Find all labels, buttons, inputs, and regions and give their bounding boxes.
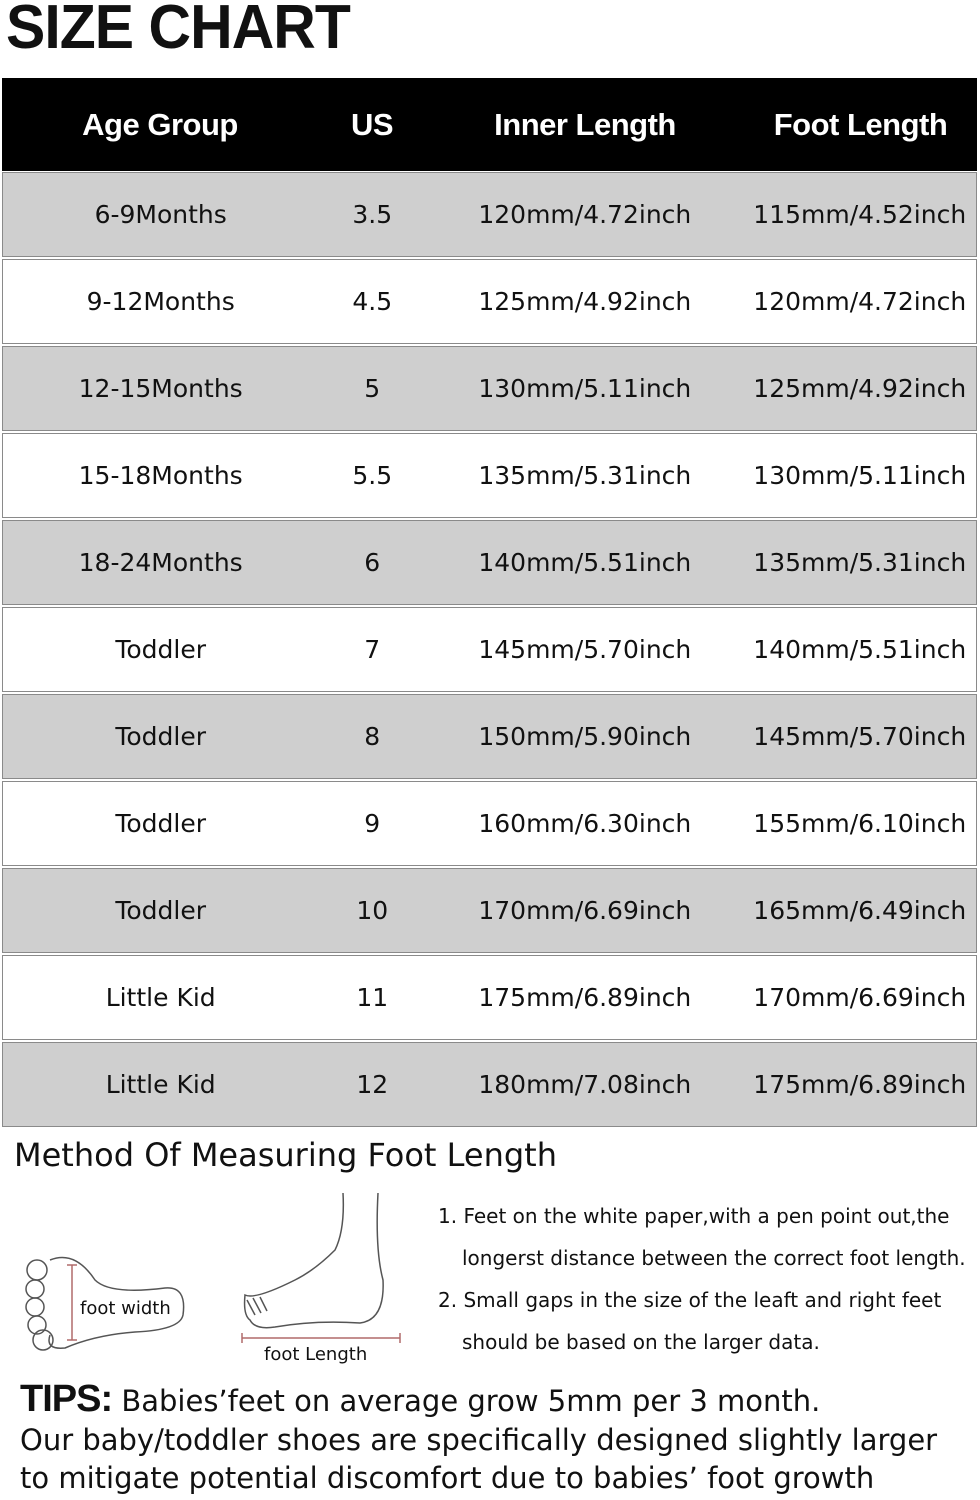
cell-foot-length: 125mm/4.92inch xyxy=(753,374,967,403)
cell-age-group: 6-9Months xyxy=(94,200,227,229)
table-header: Age Group US Inner Length Foot Length xyxy=(2,78,977,171)
step-1-line-1: 1. Feet on the white paper,with a pen po… xyxy=(438,1204,950,1228)
cell-foot-length: 175mm/6.89inch xyxy=(753,1070,967,1099)
table-row: 15-18Months 5.5 135mm/5.31inch 130mm/5.11in… xyxy=(2,433,977,518)
cell-age-group: Toddler xyxy=(115,635,207,664)
cell-us-size: 9 xyxy=(364,809,381,838)
table-row: Little Kid 11 175mm/6.89inch 170mm/6.69inch xyxy=(2,955,977,1040)
cell-foot-length: 170mm/6.69inch xyxy=(753,983,967,1012)
foot-width-label: foot width xyxy=(80,1298,171,1319)
cell-inner-length: 150mm/5.90inch xyxy=(478,722,692,751)
table-row: Toddler 10 170mm/6.69inch 165mm/6.49inch xyxy=(2,868,977,953)
cell-age-group: 9-12Months xyxy=(86,287,235,316)
cell-us-size: 3.5 xyxy=(352,200,393,229)
cell-inner-length: 160mm/6.30inch xyxy=(478,809,692,838)
measuring-steps: 1. Feet on the white paper,with a pen po… xyxy=(438,1195,966,1363)
table-row: 6-9Months 3.5 120mm/4.72inch 115mm/4.52inch xyxy=(2,172,977,257)
table-row: 9-12Months 4.5 125mm/4.92inch 120mm/4.72inc… xyxy=(2,259,977,344)
table-row: 18-24Months 6 140mm/5.51inch 135mm/5.31inch xyxy=(2,520,977,605)
table-row: Little Kid 12 180mm/7.08inch 175mm/6.89inch xyxy=(2,1042,977,1127)
cell-inner-length: 125mm/4.92inch xyxy=(478,287,692,316)
tips-line-2: Our baby/toddler shoes are specifically … xyxy=(20,1423,938,1457)
method-title: Method Of Measuring Foot Length xyxy=(14,1136,557,1174)
tips-line-3: to mitigate potential discomfort due to … xyxy=(20,1461,875,1495)
foot-illustration xyxy=(25,1192,401,1351)
cell-foot-length: 120mm/4.72inch xyxy=(753,287,967,316)
cell-inner-length: 130mm/5.11inch xyxy=(478,374,692,403)
cell-foot-length: 135mm/5.31inch xyxy=(753,548,967,577)
cell-age-group: 15-18Months xyxy=(78,461,243,490)
tips-line-1: Babies’feet on average grow 5mm per 3 mo… xyxy=(112,1384,821,1418)
cell-inner-length: 135mm/5.31inch xyxy=(478,461,692,490)
cell-foot-length: 130mm/5.11inch xyxy=(753,461,967,490)
cell-us-size: 10 xyxy=(356,896,389,925)
table-row: Toddler 8 150mm/5.90inch 145mm/5.70inch xyxy=(2,694,977,779)
cell-inner-length: 170mm/6.69inch xyxy=(478,896,692,925)
table-row: Toddler 7 145mm/5.70inch 140mm/5.51inch xyxy=(2,607,977,692)
cell-age-group: 12-15Months xyxy=(78,374,243,403)
tips: TIPS: Babies’feet on average grow 5mm pe… xyxy=(20,1378,937,1497)
cell-foot-length: 140mm/5.51inch xyxy=(753,635,967,664)
table-row: Toddler 9 160mm/6.30inch 155mm/6.10inch xyxy=(2,781,977,866)
cell-us-size: 6 xyxy=(364,548,381,577)
header-age-group: Age Group xyxy=(82,106,238,142)
foot-width-measure-icon xyxy=(67,1264,77,1341)
step-1-line-2: longerst distance between the correct fo… xyxy=(462,1246,966,1270)
cell-age-group: Little Kid xyxy=(105,983,216,1012)
page-title: SIZE CHART xyxy=(6,0,351,62)
table-row: 12-15Months 5 130mm/5.11inch 125mm/4.92inch xyxy=(2,346,977,431)
cell-age-group: Toddler xyxy=(115,896,207,925)
step-2-line-1: 2. Small gaps in the size of the leaft a… xyxy=(438,1288,942,1312)
cell-inner-length: 145mm/5.70inch xyxy=(478,635,692,664)
cell-us-size: 12 xyxy=(356,1070,389,1099)
cell-age-group: Toddler xyxy=(115,722,207,751)
cell-us-size: 4.5 xyxy=(352,287,393,316)
cell-inner-length: 140mm/5.51inch xyxy=(478,548,692,577)
header-foot-length: Foot Length xyxy=(773,106,948,142)
cell-foot-length: 155mm/6.10inch xyxy=(753,809,967,838)
cell-us-size: 7 xyxy=(364,635,381,664)
foot-side-view-icon xyxy=(243,1192,384,1329)
cell-age-group: 18-24Months xyxy=(78,548,243,577)
foot-length-label: foot Length xyxy=(264,1344,368,1365)
cell-us-size: 8 xyxy=(364,722,381,751)
cell-age-group: Little Kid xyxy=(105,1070,216,1099)
cell-us-size: 5.5 xyxy=(352,461,393,490)
foot-length-measure-icon xyxy=(241,1333,401,1343)
cell-inner-length: 120mm/4.72inch xyxy=(478,200,692,229)
cell-foot-length: 165mm/6.49inch xyxy=(753,896,967,925)
cell-inner-length: 180mm/7.08inch xyxy=(478,1070,692,1099)
cell-inner-length: 175mm/6.89inch xyxy=(478,983,692,1012)
cell-us-size: 5 xyxy=(364,374,381,403)
header-us: US xyxy=(350,106,394,142)
cell-foot-length: 145mm/5.70inch xyxy=(753,722,967,751)
cell-us-size: 11 xyxy=(356,983,389,1012)
cell-foot-length: 115mm/4.52inch xyxy=(753,200,967,229)
tips-label: TIPS: xyxy=(20,1378,113,1420)
cell-age-group: Toddler xyxy=(115,809,207,838)
foot-top-view-icon xyxy=(25,1256,185,1351)
header-inner-length: Inner Length xyxy=(494,106,676,142)
size-table: Age Group US Inner Length Foot Length 6-… xyxy=(2,78,977,1129)
step-2-line-2: should be based on the larger data. xyxy=(462,1330,820,1354)
